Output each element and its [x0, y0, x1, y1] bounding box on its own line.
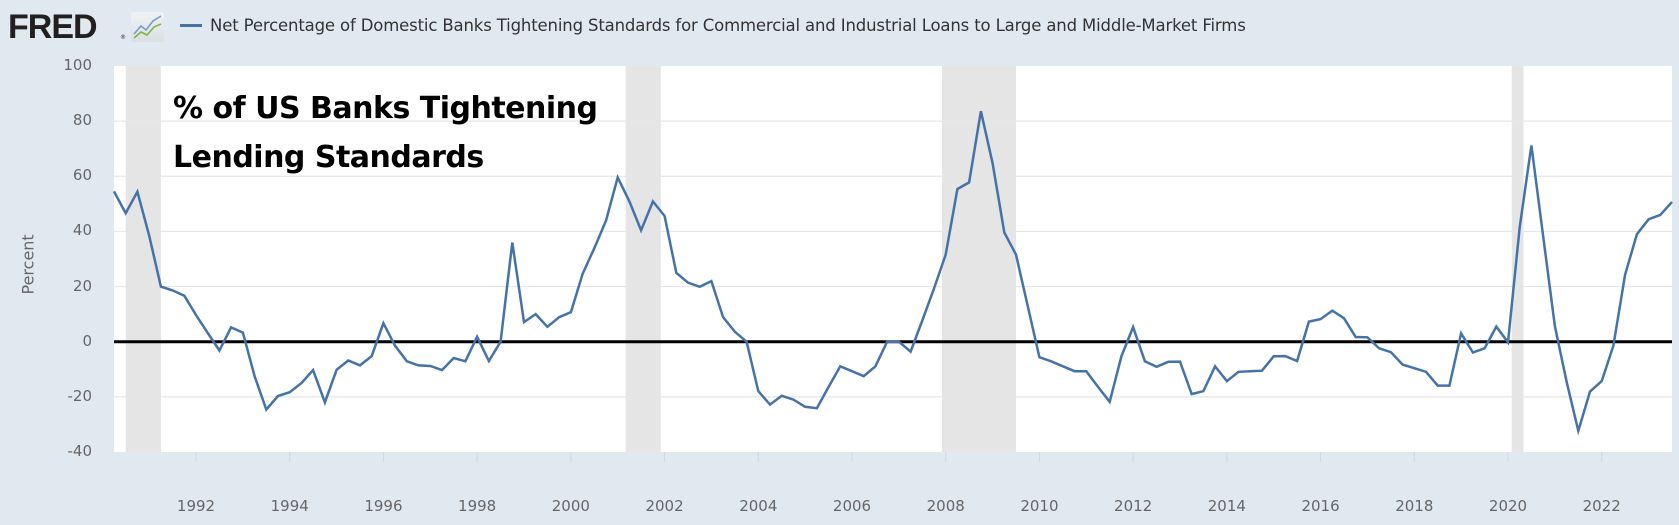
y-tick-label: 20: [72, 276, 92, 295]
x-tick-label: 2006: [832, 497, 872, 515]
overlay-title-line-1: % of US Banks Tightening: [173, 91, 598, 126]
overlay-chart-title: % of US Banks Tightening Lending Standar…: [173, 84, 598, 182]
y-tick-label: -40: [67, 442, 93, 460]
y-tick-label: -20: [67, 386, 93, 405]
x-tick-label: 2012: [1114, 497, 1153, 515]
y-tick-label: 0: [82, 331, 92, 350]
x-tick-label: 2020: [1488, 497, 1528, 515]
recession-shading: [125, 66, 1524, 452]
y-axis-label: Percent: [18, 234, 38, 295]
x-tick-label: 1992: [176, 497, 216, 515]
x-tick-label: 1998: [458, 497, 497, 515]
line-chart-icon: [131, 12, 164, 42]
x-tick-label: 2000: [551, 497, 590, 515]
x-tick-label: 2002: [645, 497, 684, 515]
x-tick-label: 1996: [364, 497, 403, 515]
fred-logo[interactable]: FRED: [8, 8, 98, 46]
y-tick-label: 80: [72, 111, 92, 130]
x-tick-label: 2010: [1020, 497, 1059, 515]
gridlines: [114, 120, 1672, 398]
overlay-title-line-2: Lending Standards: [173, 140, 484, 175]
y-tick-label: 40: [72, 221, 92, 240]
x-tick-label: 2014: [1207, 497, 1246, 515]
y-tick-label: 100: [63, 56, 92, 74]
x-axis-tick-marks: [195, 452, 1603, 462]
recession-band: [625, 66, 661, 452]
y-tick-label: 60: [72, 166, 92, 185]
x-tick-label: 2016: [1301, 497, 1340, 515]
x-tick-label: 2008: [926, 497, 965, 515]
x-tick-label: 1994: [270, 497, 309, 515]
x-tick-label: 2018: [1395, 497, 1434, 515]
x-tick-label: 2022: [1582, 497, 1621, 515]
x-tick-label: 2004: [739, 497, 778, 515]
plot-background: [114, 66, 1672, 452]
registered-mark: ®: [120, 34, 126, 41]
series-line[interactable]: [112, 110, 1673, 436]
chart-header: FRED ® Net Percentage of Domestic Banks …: [0, 0, 1679, 56]
legend-series-title[interactable]: Net Percentage of Domestic Banks Tighten…: [210, 16, 1246, 35]
legend-swatch: [180, 24, 202, 27]
legend[interactable]: Net Percentage of Domestic Banks Tighten…: [180, 16, 1246, 35]
